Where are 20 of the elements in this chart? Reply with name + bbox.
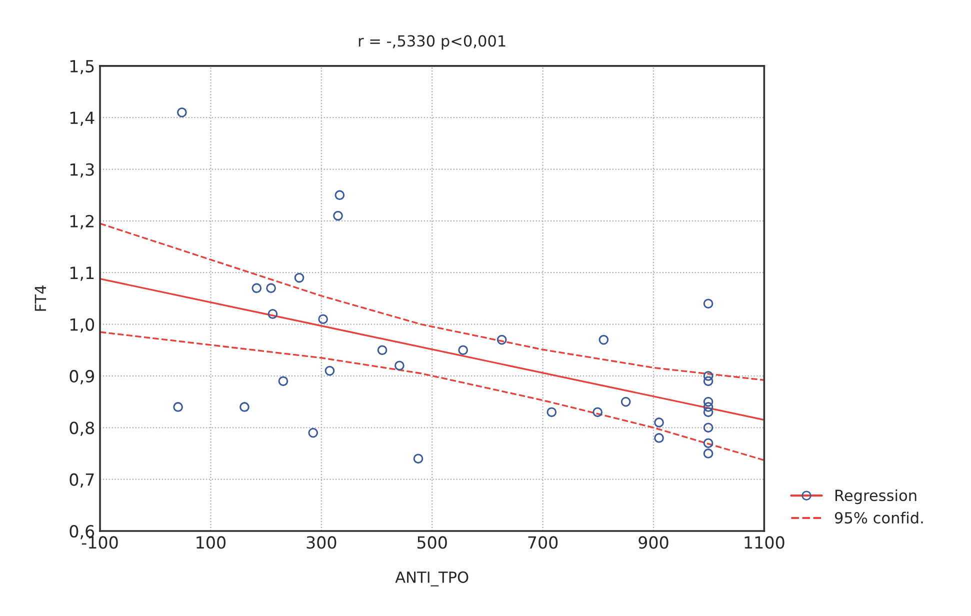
x-tick-label: 1100 [744, 536, 784, 549]
y-tick-label: 1,4 [70, 112, 94, 126]
x-tick-label: 300 [306, 536, 336, 549]
x-axis-title: ANTI_TPO [395, 571, 468, 586]
x-tick-label: 700 [528, 536, 558, 549]
y-tick-label: 0,8 [70, 422, 94, 436]
y-tick-label: 0,7 [70, 473, 94, 488]
y-tick-label: 1,5 [70, 60, 94, 74]
y-tick-label: 0,9 [70, 370, 94, 384]
y-tick-label: 1,2 [70, 214, 94, 230]
y-tick-label: 1,0 [70, 318, 94, 333]
y-axis-title: FT4 [34, 286, 46, 311]
legend-label: Regression [835, 489, 916, 504]
x-tick-label: 500 [417, 536, 447, 549]
x-tick-label: 900 [638, 536, 668, 549]
legend-label: 95% confid. [834, 512, 923, 524]
chart-title: r = -,5330 p<0,001 [358, 35, 506, 50]
y-tick-label: 1,3 [70, 163, 94, 178]
y-tick-label: 1,1 [70, 266, 94, 281]
x-tick-label: 100 [196, 536, 226, 549]
